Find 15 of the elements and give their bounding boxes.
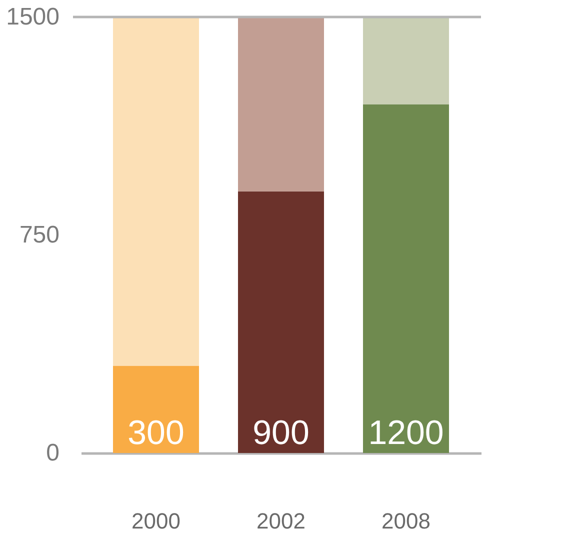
bar [238,191,324,453]
bar [363,104,449,453]
bar [113,17,199,366]
x-tick-label: 2000 [132,508,180,534]
bar [363,17,449,104]
bar [238,17,324,192]
data-label: 300 [128,414,184,452]
x-tick-label: 2008 [382,508,430,534]
x-tick-label: 2002 [256,508,306,534]
bar [113,366,199,453]
data-label: 900 [252,414,310,452]
data-label: 1200 [368,414,444,452]
y-tick-label: 0 [46,440,60,466]
y-tick-label: 1500 [6,4,60,30]
y-tick-label: 750 [19,222,60,248]
